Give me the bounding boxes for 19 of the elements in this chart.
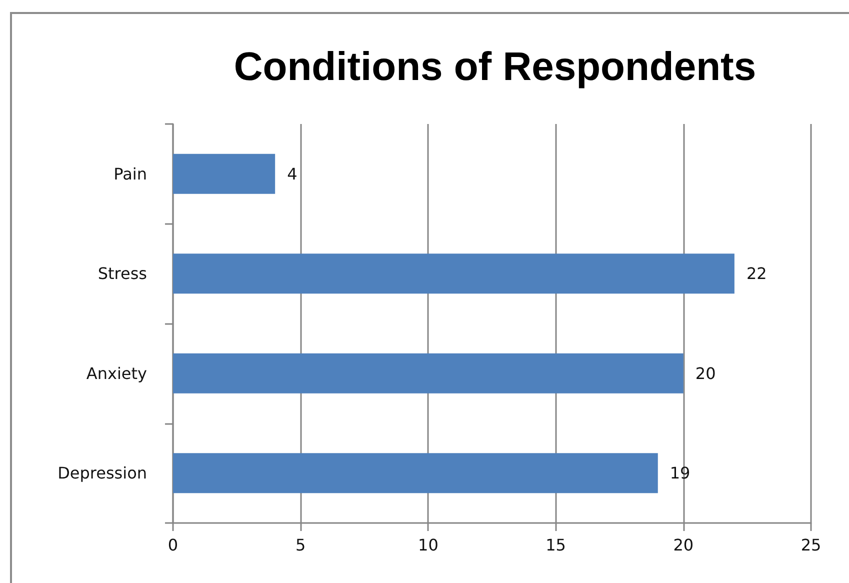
x-tick-label: 0 xyxy=(168,536,178,554)
bar xyxy=(173,154,276,194)
data-label: 19 xyxy=(670,464,690,483)
x-tick-label: 15 xyxy=(546,536,566,554)
y-tick-label: Stress xyxy=(98,264,147,284)
x-tick-label: 5 xyxy=(296,536,306,554)
data-label: 22 xyxy=(746,264,767,284)
x-tick-label: 10 xyxy=(418,536,438,554)
chart-title: Conditions of Respondents xyxy=(234,45,756,89)
bar xyxy=(173,254,734,294)
y-tick-label: Pain xyxy=(114,164,147,184)
data-label: 4 xyxy=(287,164,298,184)
bar xyxy=(173,453,658,494)
x-tick-label: 25 xyxy=(800,536,822,554)
bar xyxy=(173,353,684,394)
y-tick-label: Depression xyxy=(58,464,147,483)
y-tick-label: Anxiety xyxy=(86,364,147,383)
x-tick-label: 20 xyxy=(673,536,694,554)
data-label: 20 xyxy=(695,364,716,383)
